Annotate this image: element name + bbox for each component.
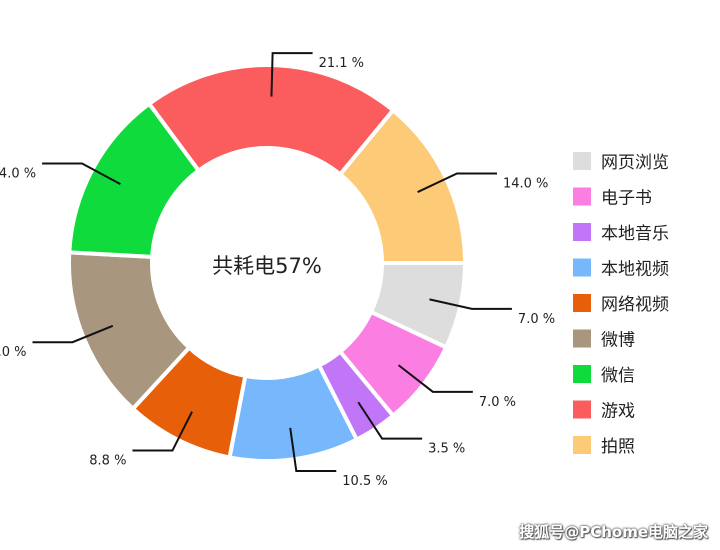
legend-swatch-5 [573, 329, 591, 348]
slice-8 [337, 107, 468, 265]
value-label-1: 7.0 % [479, 395, 516, 410]
legend-swatch-4 [573, 294, 591, 312]
legend-swatch-1 [573, 187, 591, 206]
legend-swatch-0 [573, 152, 591, 170]
value-label-3: 10.5 % [342, 474, 387, 489]
watermark: 搜狐号@PChome电脑之家 [519, 523, 708, 541]
legend-label-5: 微博 [601, 331, 635, 351]
value-label-2: 3.5 % [428, 442, 465, 457]
value-label-7: 21.1 % [319, 56, 364, 71]
legend-swatch-6 [573, 365, 591, 383]
legend-label-4: 网络视频 [601, 295, 669, 315]
value-label-4: 8.8 % [89, 454, 126, 469]
legend-label-7: 游戏 [601, 402, 635, 422]
leader-line-4 [132, 411, 193, 452]
legend-label-0: 网页浏览 [601, 153, 669, 173]
legend-label-6: 微信 [601, 366, 635, 386]
leader-line-8 [417, 172, 497, 193]
leader-line-5 [32, 324, 114, 344]
center-label: 共耗电57% [212, 254, 322, 278]
legend-swatch-7 [573, 400, 591, 419]
leader-line-2 [357, 401, 423, 440]
leader-line-0 [429, 298, 512, 310]
value-label-8: 14.0 % [503, 177, 548, 192]
legend-label-8: 拍照 [601, 437, 635, 457]
leader-line-6 [42, 162, 121, 185]
legend-label-2: 本地音乐 [601, 224, 669, 244]
value-label-0: 7.0 % [518, 312, 555, 327]
legend-swatch-8 [573, 436, 591, 454]
legend-swatch-3 [573, 258, 591, 277]
legend-label-1: 电子书 [601, 189, 652, 209]
value-label-6: 14.0 % [0, 166, 36, 181]
legend-label-3: 本地视频 [601, 260, 669, 280]
leader-line-1 [397, 364, 473, 393]
legend-swatch-2 [573, 223, 591, 241]
leader-line-3 [289, 427, 337, 472]
value-label-5: 14.0 % [0, 345, 27, 360]
leader-line-7 [270, 52, 313, 97]
slice-7 [146, 63, 396, 178]
